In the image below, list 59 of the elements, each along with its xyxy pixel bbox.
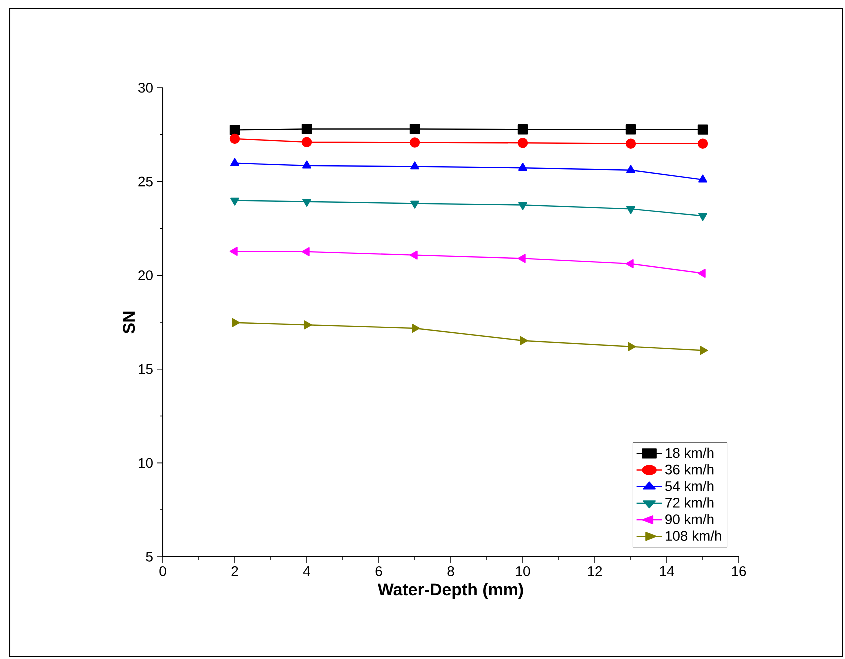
- x-tick-label: 6: [376, 566, 382, 576]
- point: [232, 318, 240, 328]
- y-tick-label: 5: [146, 552, 153, 562]
- y-tick-label: 10: [139, 458, 153, 468]
- point: [520, 336, 528, 346]
- legend-label: 54 km/h: [665, 481, 714, 492]
- point: [518, 138, 528, 148]
- point: [626, 165, 636, 174]
- x-tick-label: 8: [448, 566, 454, 576]
- y-tick-label: 15: [139, 364, 153, 374]
- point: [700, 346, 708, 356]
- legend-label: 18 km/h: [666, 448, 714, 458]
- point: [410, 162, 420, 170]
- legend-label: 108 km/h: [666, 530, 722, 542]
- point: [410, 250, 418, 260]
- x-tick-label: 10: [516, 566, 530, 576]
- point: [626, 259, 634, 268]
- point: [302, 137, 312, 148]
- point: [518, 124, 528, 135]
- point: [626, 206, 636, 214]
- point: [410, 138, 420, 148]
- legend-label: 72 km/h: [666, 498, 714, 508]
- point: [698, 213, 708, 222]
- point: [230, 158, 240, 166]
- point: [302, 247, 310, 256]
- point: [698, 269, 706, 278]
- x-tick-label: 12: [588, 566, 602, 576]
- point: [410, 124, 420, 134]
- point: [230, 134, 240, 144]
- point: [698, 124, 708, 135]
- x-tick-label: 14: [660, 566, 674, 576]
- y-tick-label: 30: [138, 83, 153, 93]
- point: [698, 174, 708, 183]
- point: [698, 138, 708, 149]
- point: [302, 160, 312, 169]
- x-tick-label: 16: [732, 566, 746, 576]
- point: [230, 125, 240, 136]
- point: [518, 202, 528, 210]
- x-tick-label: 0: [160, 566, 166, 576]
- point: [626, 138, 636, 149]
- y-tick-label: 25: [138, 176, 153, 187]
- point: [412, 324, 420, 333]
- point: [230, 247, 238, 256]
- point: [518, 254, 526, 264]
- point: [302, 124, 312, 134]
- y-axis-title: SN: [123, 312, 136, 334]
- point: [230, 198, 240, 206]
- point: [410, 200, 420, 209]
- point: [304, 320, 312, 330]
- x-tick-label: 2: [232, 566, 238, 576]
- point: [518, 162, 528, 171]
- point: [628, 342, 636, 352]
- y-tick-label: 20: [138, 270, 153, 281]
- x-tick-label: 4: [303, 566, 310, 576]
- legend-label: 36 km/h: [665, 464, 714, 475]
- point: [626, 124, 636, 135]
- point: [302, 199, 312, 207]
- x-axis-title: Water-Depth (mm): [378, 583, 524, 600]
- legend-label: 90 km/h: [666, 514, 714, 524]
